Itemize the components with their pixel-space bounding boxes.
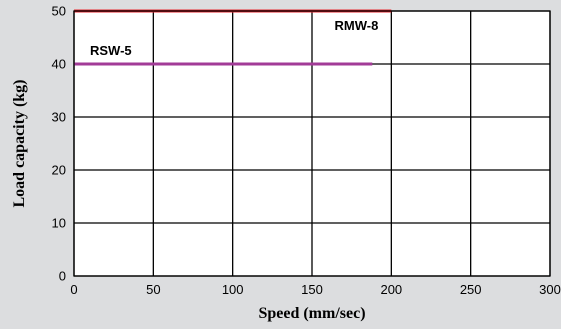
x-tick-label-5: 250 (460, 282, 482, 297)
series-labels: RMW-8 RSW-5 (90, 18, 378, 58)
series-label-rsw-5: RSW-5 (90, 43, 132, 58)
y-tick-labels: 0 10 20 30 40 50 (52, 4, 66, 284)
y-tick-label-4: 40 (52, 57, 66, 72)
series-label-rmw-8: RMW-8 (335, 18, 379, 33)
y-tick-label-5: 50 (52, 4, 66, 19)
y-tick-label-0: 0 (59, 269, 66, 284)
y-axis-title: Load capacity (kg) (11, 80, 28, 208)
y-tick-label-3: 30 (52, 110, 66, 125)
x-tick-label-6: 300 (539, 282, 561, 297)
y-tick-label-2: 20 (52, 163, 66, 178)
plot-border (73, 10, 551, 277)
x-tick-label-2: 100 (222, 282, 244, 297)
x-tick-labels: 0 50 100 150 200 250 300 (70, 282, 560, 297)
x-tick-label-3: 150 (301, 282, 323, 297)
y-tick-label-1: 10 (52, 216, 66, 231)
x-tick-label-0: 0 (70, 282, 77, 297)
x-tick-label-4: 200 (380, 282, 402, 297)
x-tick-label-1: 50 (146, 282, 160, 297)
x-axis-title: Speed (mm/sec) (258, 305, 365, 322)
